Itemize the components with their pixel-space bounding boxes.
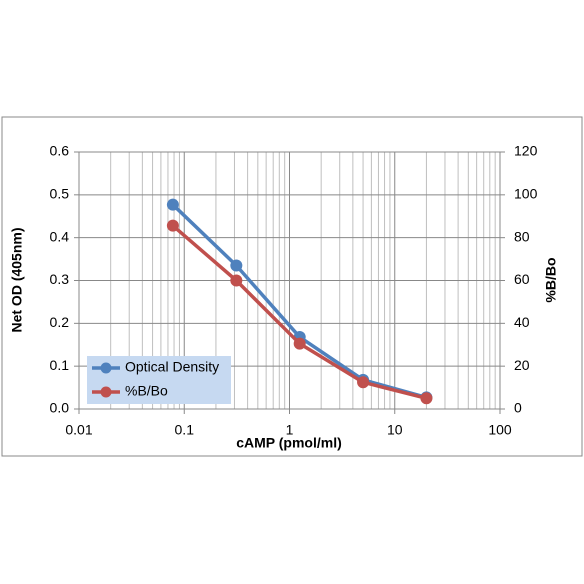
y-tick-label: 0.5 — [50, 186, 70, 202]
legend-label: Optical Density — [125, 359, 219, 375]
legend-marker — [100, 362, 112, 374]
y2-tick-label: 20 — [514, 357, 530, 373]
series-marker — [293, 337, 306, 350]
x-tick-label: 1 — [286, 422, 294, 438]
y-tick-label: 0.2 — [50, 314, 70, 330]
y-tick-label: 0.4 — [50, 228, 70, 244]
y2-tick-label: 60 — [514, 271, 530, 287]
y2-tick-label: 80 — [514, 228, 530, 244]
series-marker — [230, 274, 243, 287]
y-tick-label: 0.1 — [50, 357, 70, 373]
x-tick-label: 0.1 — [175, 422, 195, 438]
y2-tick-label: 120 — [514, 143, 538, 159]
y2-tick-label: 40 — [514, 314, 530, 330]
legend-box — [87, 356, 231, 404]
y-axis-label: Net OD (405nm) — [9, 227, 25, 332]
x-tick-label: 100 — [488, 422, 512, 438]
legend-marker — [100, 386, 112, 398]
y-tick-label: 0.6 — [50, 143, 70, 159]
legend-label: %B/Bo — [125, 383, 168, 399]
series-marker — [230, 259, 243, 272]
x-tick-label: 10 — [387, 422, 403, 438]
y-tick-label: 0.0 — [50, 400, 70, 416]
y2-tick-label: 0 — [514, 400, 522, 416]
plot-border — [78, 151, 501, 410]
y2-axis-label: %B/Bo — [543, 257, 559, 302]
y2-tick-label: 100 — [514, 186, 538, 202]
series-marker — [420, 392, 433, 405]
series-marker — [166, 219, 179, 232]
series-marker — [166, 198, 179, 211]
x-axis-label: cAMP (pmol/ml) — [236, 435, 342, 451]
x-tick-label: 0.01 — [65, 422, 92, 438]
series-marker — [357, 376, 370, 389]
y-tick-label: 0.3 — [50, 271, 70, 287]
